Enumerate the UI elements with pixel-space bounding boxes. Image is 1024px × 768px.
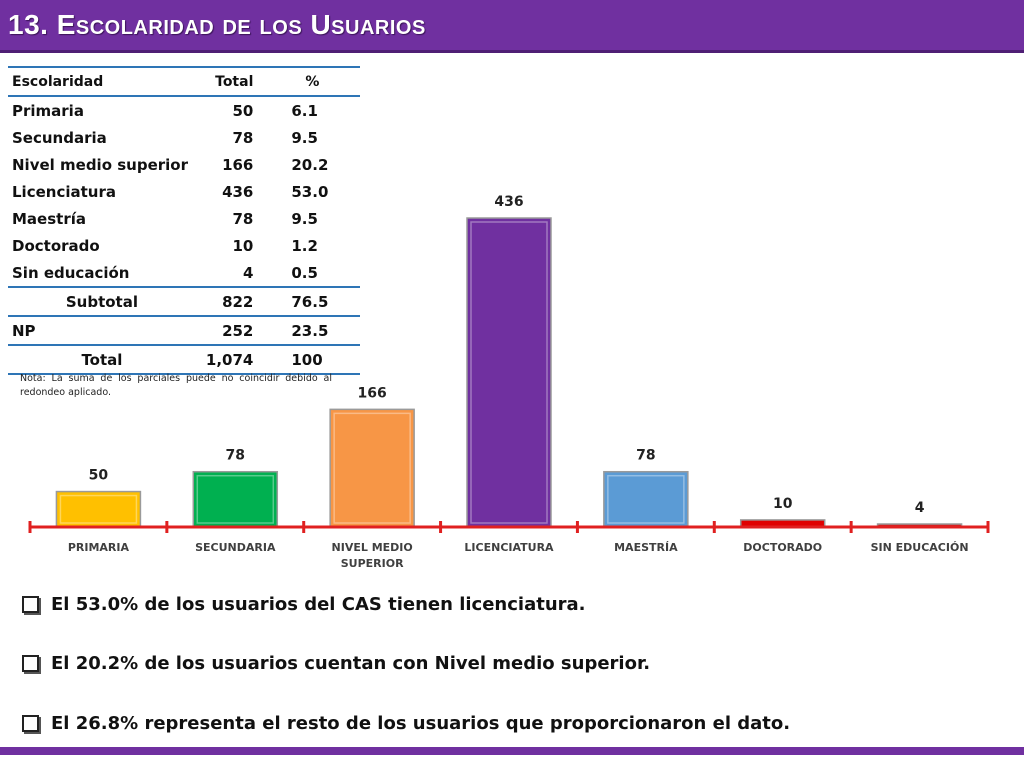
row-label: Maestría	[12, 209, 86, 228]
row-percent: 0.5	[291, 263, 318, 282]
np-percent: 23.5	[265, 316, 360, 346]
bullet-text: El 20.2% de los usuarios cuentan con Niv…	[51, 653, 651, 674]
table-row: Nivel medio superior 166 20.2	[8, 151, 360, 178]
table-row: Primaria 50 6.1	[8, 96, 360, 124]
data-label: 78	[226, 448, 245, 464]
table-row: Maestría 78 9.5	[8, 205, 360, 232]
row-total: 10	[232, 236, 254, 255]
category-label: DOCTORADO	[743, 541, 822, 554]
title-bar: 13. Escolaridad de los Usuarios	[0, 0, 1024, 53]
row-label: Secundaria	[12, 128, 107, 147]
category-label: SECUNDARIA	[195, 541, 276, 554]
total-label: Total	[8, 345, 196, 375]
row-percent: 1.2	[291, 236, 318, 255]
np-row: NP 252 23.5	[8, 316, 360, 346]
bullet-item: El 20.2% de los usuarios cuentan con Niv…	[22, 653, 650, 674]
header-percent: %	[265, 66, 360, 97]
row-total: 4	[242, 263, 254, 282]
row-percent: 9.5	[291, 128, 318, 147]
row-label: Licenciatura	[12, 182, 116, 201]
category-label: MAESTRÍA	[614, 541, 678, 554]
subtotal-label: Subtotal	[8, 286, 196, 317]
subtotal-row: Subtotal 822 76.5	[8, 286, 360, 317]
row-percent: 6.1	[291, 101, 318, 120]
row-label: Primaria	[12, 101, 84, 120]
bottom-accent-line	[0, 747, 1024, 755]
bar-bevel	[607, 474, 685, 524]
slide-title: 13. Escolaridad de los Usuarios	[8, 9, 426, 40]
bar-chart: 50 PRIMARIA 78 SECUNDARIA 166 NIVEL MEDIO SUPE…	[28, 194, 990, 570]
category-label: LICENCIATURA	[464, 541, 554, 554]
row-total: 166	[222, 155, 254, 174]
bar-bevel	[333, 412, 411, 524]
bar	[192, 470, 279, 528]
category-label: NIVEL MEDIO	[332, 541, 413, 554]
category-label: SIN EDUCACIÓN	[871, 541, 969, 554]
row-total: 50	[232, 101, 254, 120]
checkbox-bullet-icon	[22, 596, 39, 613]
bullet-item: El 53.0% de los usuarios del CAS tienen …	[22, 594, 586, 615]
subtotal-total: 822	[195, 286, 266, 317]
row-label: Nivel medio superior	[12, 155, 188, 174]
row-percent: 9.5	[291, 209, 318, 228]
bullet-item: El 26.8% representa el resto de los usua…	[22, 713, 790, 734]
bar	[466, 217, 552, 528]
data-label: 166	[358, 385, 387, 401]
checkbox-bullet-icon	[22, 655, 39, 672]
table-row: Sin educación 4 0.5	[8, 259, 360, 287]
header-escolaridad: Escolaridad	[8, 66, 196, 97]
bullet-text: El 53.0% de los usuarios del CAS tienen …	[51, 594, 586, 615]
np-label: NP	[8, 316, 196, 346]
education-table: Escolaridad Total % Primaria 50 6.1 Secu…	[8, 66, 360, 375]
category-label: PRIMARIA	[68, 541, 130, 554]
row-percent: 53.0	[291, 182, 329, 201]
row-total: 78	[232, 128, 254, 147]
table-header-row: Escolaridad Total %	[8, 66, 360, 97]
data-label: 50	[89, 468, 109, 484]
row-label: Sin educación	[12, 263, 130, 282]
table-row: Licenciatura 436 53.0	[8, 178, 360, 205]
checkbox-bullet-icon	[22, 715, 39, 732]
subtotal-percent: 76.5	[265, 286, 360, 317]
row-percent: 20.2	[291, 155, 329, 174]
bar	[329, 408, 415, 528]
bar-bevel	[59, 494, 138, 524]
row-label: Doctorado	[12, 236, 100, 255]
table-row: Doctorado 10 1.2	[8, 232, 360, 259]
row-total: 78	[232, 209, 254, 228]
bar	[603, 470, 689, 528]
bar	[55, 490, 142, 528]
total-row: Total 1,074 100	[8, 345, 360, 375]
bar-bevel	[196, 474, 275, 524]
bar-bevel	[470, 221, 548, 524]
rounding-note: Nota: La suma de los parciales puede no …	[20, 373, 332, 398]
data-label: 436	[494, 194, 523, 210]
total-total: 1,074	[195, 345, 266, 375]
total-percent: 100	[265, 345, 360, 375]
bullet-text: El 26.8% representa el resto de los usua…	[51, 713, 791, 734]
data-label: 4	[915, 500, 925, 516]
category-label: SUPERIOR	[341, 557, 404, 570]
data-label: 78	[636, 448, 655, 464]
np-total: 252	[195, 316, 266, 346]
row-total: 436	[222, 182, 254, 201]
table-row: Secundaria 78 9.5	[8, 124, 360, 151]
header-total: Total	[195, 66, 266, 97]
data-label: 10	[773, 496, 793, 512]
